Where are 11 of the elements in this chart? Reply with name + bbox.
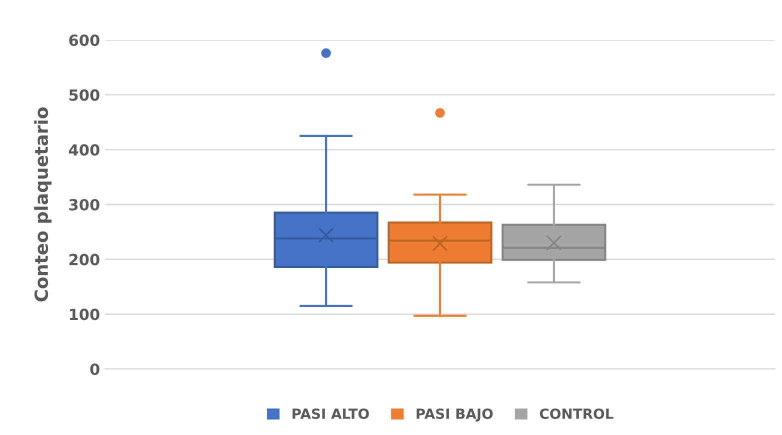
- y-tick-label: 200: [69, 254, 100, 266]
- y-tick-label: 400: [68, 144, 100, 156]
- legend-label: CONTROL: [540, 408, 614, 419]
- y-tick-label: 300: [69, 198, 100, 211]
- y-tick-label: 0: [90, 363, 100, 376]
- y-tick-label: 600: [69, 34, 100, 46]
- y-tick-label: 100: [70, 308, 100, 320]
- legend-label: PASI BAJO: [416, 408, 493, 422]
- y-axis-title: Conteo plaquetario: [34, 107, 52, 302]
- y-tick-label: 500: [69, 89, 100, 101]
- legend-label: PASI ALTO: [292, 408, 369, 419]
